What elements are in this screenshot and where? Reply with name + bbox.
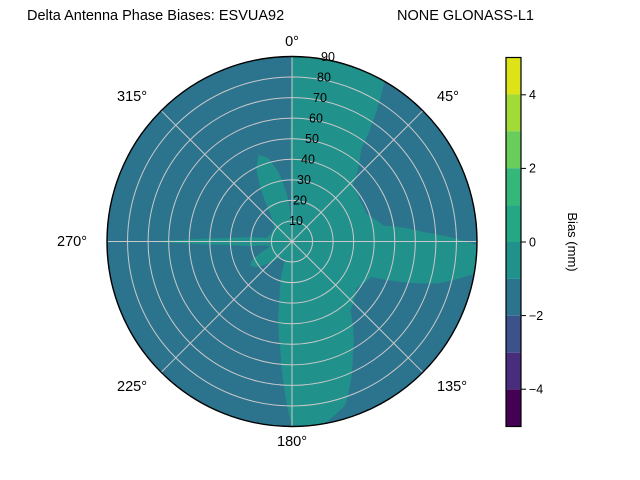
svg-text:0: 0 bbox=[529, 236, 536, 250]
svg-text:2: 2 bbox=[529, 162, 536, 176]
svg-text:−2: −2 bbox=[529, 309, 543, 323]
svg-text:4: 4 bbox=[529, 88, 536, 102]
svg-text:−4: −4 bbox=[529, 383, 543, 397]
svg-text:Bias (mm): Bias (mm) bbox=[565, 212, 580, 271]
